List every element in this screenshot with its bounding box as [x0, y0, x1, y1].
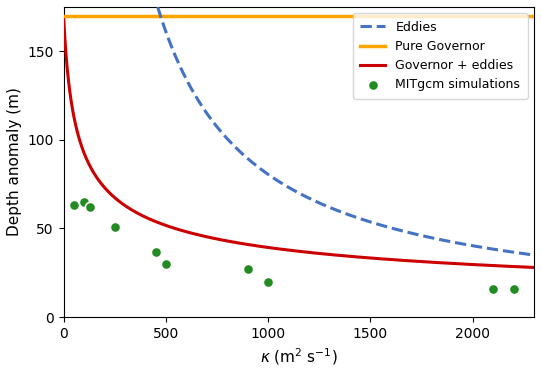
MITgcm simulations: [110, 224, 119, 230]
Pure Governor: [61, 13, 67, 18]
X-axis label: $\kappa$ (m$^2$ s$^{-1}$): $\kappa$ (m$^2$ s$^{-1}$): [260, 346, 338, 367]
Eddies: [285, 185, 292, 190]
Eddies: [187, 84, 194, 89]
Pure Governor: [61, 13, 67, 18]
MITgcm simulations: [69, 202, 78, 208]
Governor + eddies: [261, 245, 268, 249]
MITgcm simulations: [86, 204, 95, 210]
Governor + eddies: [114, 198, 121, 202]
Governor + eddies: [531, 265, 537, 270]
MITgcm simulations: [509, 286, 518, 292]
Eddies: [427, 235, 433, 240]
MITgcm simulations: [489, 286, 498, 292]
MITgcm simulations: [80, 199, 88, 205]
MITgcm simulations: [151, 248, 160, 254]
Governor + eddies: [471, 263, 477, 267]
Line: Eddies: Eddies: [158, 7, 534, 255]
Y-axis label: Depth anomaly (m): Depth anomaly (m): [7, 88, 22, 236]
Eddies: [531, 253, 537, 257]
Eddies: [155, 5, 161, 9]
Governor + eddies: [522, 265, 528, 269]
MITgcm simulations: [264, 279, 273, 285]
Governor + eddies: [241, 242, 247, 246]
Governor + eddies: [142, 215, 149, 219]
Eddies: [469, 243, 476, 248]
Line: Governor + eddies: Governor + eddies: [64, 20, 534, 267]
Legend: Eddies, Pure Governor, Governor + eddies, MITgcm simulations: Eddies, Pure Governor, Governor + eddies…: [353, 13, 528, 99]
MITgcm simulations: [243, 266, 252, 272]
Eddies: [422, 234, 428, 239]
MITgcm simulations: [162, 261, 170, 267]
Governor + eddies: [61, 18, 67, 22]
Eddies: [293, 189, 299, 194]
